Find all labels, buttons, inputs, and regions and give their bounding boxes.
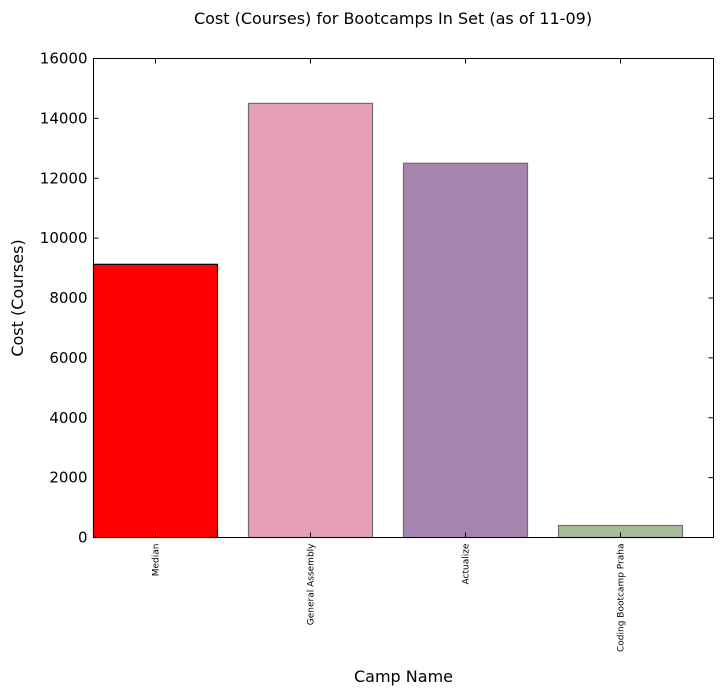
- y-tick-label: 0: [78, 529, 88, 547]
- bar-general-assembly: [247, 102, 374, 539]
- chart-title: Cost (Courses) for Bootcamps In Set (as …: [194, 9, 592, 28]
- y-tick-label: 2000: [49, 469, 87, 487]
- y-tick-label: 4000: [49, 409, 87, 427]
- bars: [92, 102, 684, 539]
- x-tick-label: General Assembly: [307, 543, 317, 625]
- x-tick-label: Median: [152, 544, 162, 577]
- bar-median: [92, 263, 219, 539]
- y-tick-label: 16000: [40, 50, 88, 68]
- y-tick-label: 14000: [40, 109, 88, 127]
- x-axis: Median General Assembly Actualize Coding Bo…: [152, 58, 627, 653]
- y-tick-label: 10000: [40, 229, 88, 247]
- y-tick-label: 8000: [49, 289, 87, 307]
- y-axis-label: Cost (Courses): [8, 239, 27, 356]
- y-axis: 0 2000 4000 6000 8000 10000 12000 14000 16000: [40, 50, 714, 547]
- x-tick-label: Actualize: [462, 543, 472, 584]
- y-tick-label: 12000: [40, 169, 88, 187]
- bar-actualize: [402, 162, 529, 539]
- x-tick-label: Coding Bootcamp Praha: [617, 544, 627, 653]
- y-tick-label: 6000: [49, 349, 87, 367]
- x-axis-label: Camp Name: [354, 667, 453, 686]
- plot-frame: [93, 58, 714, 538]
